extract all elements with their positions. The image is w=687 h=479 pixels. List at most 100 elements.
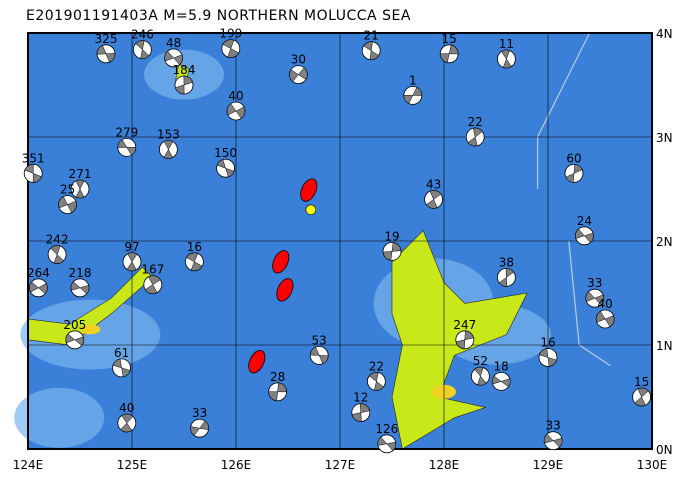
event-beachball[interactable] — [226, 101, 246, 121]
compression-quadrant — [163, 140, 174, 159]
event-beachball[interactable] — [174, 75, 194, 95]
event-beachball[interactable] — [112, 358, 131, 378]
event-beachball[interactable] — [351, 403, 371, 423]
compression-quadrant — [585, 291, 605, 306]
event-depth-label: 199 — [219, 27, 242, 41]
event-beachball[interactable] — [543, 431, 563, 451]
event-beachball[interactable] — [117, 137, 137, 157]
event-depth-label: 126 — [375, 422, 398, 436]
event-depth-label: 25 — [60, 183, 75, 197]
event-depth-label: 33 — [587, 276, 602, 290]
event-beachball[interactable] — [23, 163, 43, 183]
event-beachball[interactable] — [70, 179, 90, 199]
event-beachball[interactable] — [465, 127, 485, 147]
event-beachball[interactable] — [47, 245, 67, 264]
event-depth-label: 33 — [192, 406, 207, 420]
compression-quadrant — [190, 420, 209, 436]
event-depth-label: 28 — [270, 370, 285, 384]
compression-quadrant — [226, 103, 246, 119]
compression-quadrant — [425, 190, 442, 209]
event-depth-label: 40 — [598, 297, 613, 311]
highlight-event[interactable] — [245, 348, 268, 376]
x-tick-label: 125E — [117, 458, 148, 472]
event-beachball[interactable] — [382, 241, 402, 261]
compression-quadrant — [498, 268, 514, 287]
event-beachball[interactable] — [190, 418, 210, 438]
event-beachball[interactable] — [58, 195, 77, 215]
event-beachball[interactable] — [29, 278, 48, 298]
event-depth-label: 21 — [364, 29, 379, 43]
shallow-water — [14, 387, 105, 448]
event-beachball[interactable] — [585, 288, 605, 308]
event-depth-label: 247 — [453, 318, 476, 332]
compression-quadrant — [377, 436, 397, 451]
highlight-event[interactable] — [273, 276, 296, 304]
event-depth-label: 24 — [577, 214, 592, 228]
compression-quadrant — [368, 372, 384, 391]
event-beachball[interactable] — [216, 158, 236, 178]
event-beachball[interactable] — [470, 366, 490, 386]
compression-quadrant — [164, 50, 183, 66]
shallow-water — [20, 299, 161, 370]
event-beachball[interactable] — [595, 309, 615, 329]
event-beachball[interactable] — [164, 48, 184, 68]
event-beachball[interactable] — [361, 41, 381, 61]
compression-quadrant — [29, 281, 48, 295]
event-beachball[interactable] — [221, 39, 241, 58]
event-beachball[interactable] — [117, 413, 137, 433]
land — [27, 266, 154, 346]
event-beachball[interactable] — [366, 371, 386, 391]
compression-quadrant — [216, 159, 235, 178]
event-beachball[interactable] — [496, 49, 516, 69]
event-depth-label: 218 — [69, 266, 92, 280]
event-beachball[interactable] — [564, 163, 584, 183]
highland — [80, 324, 101, 335]
event-beachball[interactable] — [158, 140, 178, 159]
event-beachball[interactable] — [455, 330, 475, 350]
highlight-event[interactable] — [269, 248, 292, 276]
event-depth-label: 351 — [22, 151, 45, 165]
event-beachball[interactable] — [96, 44, 116, 64]
event-depth-label: 48 — [166, 36, 181, 50]
event-beachball[interactable] — [309, 345, 329, 365]
event-beachball[interactable] — [403, 86, 423, 105]
compression-quadrant — [268, 382, 287, 402]
event-depth-label: 16 — [187, 240, 202, 254]
event-beachball[interactable] — [132, 40, 152, 60]
event-beachball[interactable] — [184, 252, 204, 272]
event-beachball[interactable] — [491, 371, 511, 391]
compression-quadrant — [186, 252, 203, 272]
compression-quadrant — [539, 348, 557, 367]
compression-quadrant — [117, 139, 137, 156]
highlight-event[interactable] — [297, 176, 320, 204]
event-beachball[interactable] — [268, 382, 288, 402]
event-depth-label: 205 — [63, 318, 86, 332]
event-depth-label: 11 — [499, 37, 514, 51]
event-beachball[interactable] — [65, 330, 85, 350]
event-beachball[interactable] — [122, 252, 142, 272]
event-beachball[interactable] — [538, 348, 558, 367]
event-depth-label: 271 — [69, 167, 92, 181]
x-tick-label: 127E — [325, 458, 356, 472]
event-beachball[interactable] — [424, 189, 444, 209]
compression-quadrant — [543, 433, 563, 448]
event-depth-label: 60 — [566, 151, 581, 165]
compression-quadrant — [382, 242, 402, 261]
y-tick-label: 0N — [656, 443, 673, 457]
epicenter-marker[interactable] — [305, 204, 317, 216]
event-beachball[interactable] — [143, 275, 163, 295]
compression-quadrant — [467, 127, 483, 147]
event-depth-label: 38 — [499, 255, 514, 269]
compression-quadrant — [575, 228, 594, 243]
event-beachball[interactable] — [439, 44, 459, 64]
compression-quadrant — [75, 179, 85, 199]
event-beachball[interactable] — [496, 267, 516, 287]
event-beachball[interactable] — [575, 226, 594, 246]
event-beachball[interactable] — [377, 434, 397, 454]
compression-quadrant — [24, 164, 42, 183]
event-beachball[interactable] — [70, 278, 90, 298]
compression-quadrant — [491, 375, 511, 388]
event-beachball[interactable] — [632, 387, 651, 407]
event-beachball[interactable] — [288, 65, 308, 84]
